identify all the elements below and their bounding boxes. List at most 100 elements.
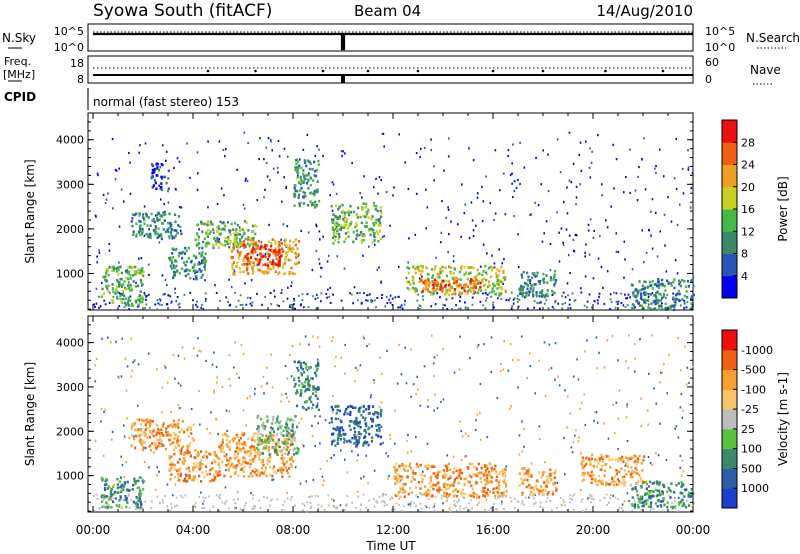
power-noise-cell — [259, 137, 261, 140]
power-echo-cell — [117, 268, 120, 272]
velocity-echo-cell — [286, 452, 290, 456]
velocity-echo-cell — [252, 445, 256, 449]
power-echo-cell — [667, 282, 670, 285]
velocity-echo-cell — [264, 447, 267, 450]
velocity-echo-cell — [156, 438, 159, 442]
velocity-noise-cell — [193, 347, 195, 350]
power-echo-cell — [260, 252, 263, 256]
velocity-noise-cell — [432, 362, 435, 365]
power-ground-cell — [194, 303, 197, 306]
power-echo-cell — [553, 275, 556, 279]
velocity-noise-cell — [316, 358, 319, 361]
power-echo-cell — [415, 265, 418, 269]
velocity-echo-cell — [275, 432, 279, 436]
power-noise-cell — [651, 247, 654, 250]
velocity-ground-cell — [494, 497, 497, 500]
velocity-noise-cell — [298, 421, 301, 425]
power-noise-cell — [138, 151, 140, 154]
power-ground-cell — [554, 301, 557, 304]
power-echo-cell — [236, 224, 239, 227]
power-y-axis-title: Slant Range [km] — [23, 159, 37, 263]
power-noise-cell — [158, 184, 160, 187]
velocity-echo-cell — [334, 417, 337, 421]
power-echo-cell — [632, 307, 635, 311]
power-echo-cell — [545, 274, 548, 277]
velocity-echo-cell — [486, 467, 489, 470]
power-echo-cell — [640, 294, 643, 298]
power-noise-cell — [580, 169, 583, 172]
velocity-noise-cell — [577, 378, 580, 381]
velocity-noise-cell — [510, 500, 513, 503]
velocity-noise-cell — [548, 343, 551, 346]
power-echo-cell — [241, 244, 244, 247]
power-noise-cell — [214, 283, 216, 287]
velocity-noise-cell — [682, 409, 684, 412]
power-noise-cell — [407, 187, 410, 191]
velocity-noise-cell — [302, 445, 305, 448]
velocity-noise-cell — [100, 408, 103, 411]
power-echo-cell — [217, 246, 220, 250]
power-echo-cell — [149, 232, 152, 236]
velocity-echo-cell — [593, 465, 596, 468]
power-noise-cell — [498, 248, 500, 251]
velocity-ground-cell — [476, 493, 479, 496]
power-echo-cell — [137, 303, 140, 307]
velocity-echo-cell — [549, 468, 552, 472]
power-noise-cell — [592, 277, 595, 280]
velocity-echo-cell — [283, 462, 286, 466]
power-echo-cell — [651, 286, 654, 290]
power-echo-cell — [360, 241, 363, 244]
velocity-noise-cell — [308, 343, 310, 346]
power-noise-cell — [351, 161, 353, 165]
power-echo-cell — [406, 280, 409, 284]
power-noise-cell — [556, 211, 558, 214]
power-ground-cell — [420, 291, 423, 294]
power-noise-cell — [654, 211, 657, 215]
power-noise-cell — [419, 147, 422, 150]
power-echo-cell — [158, 218, 161, 222]
power-echo-cell — [130, 286, 133, 290]
velocity-echo-cell — [142, 431, 145, 434]
velocity-noise-cell — [679, 406, 682, 409]
velocity-echo-cell — [590, 457, 594, 461]
velocity-echo-cell — [468, 462, 472, 466]
freq-tick-bottom: 8 — [77, 73, 84, 86]
power-noise-cell — [415, 151, 418, 155]
velocity-noise-cell — [529, 364, 532, 368]
velocity-noise-cell — [172, 494, 174, 497]
velocity-ground-cell — [240, 509, 243, 512]
velocity-echo-cell — [602, 455, 605, 459]
power-ground-cell — [129, 295, 132, 298]
velocity-echo-cell — [379, 442, 382, 446]
power-echo-cell — [443, 285, 447, 288]
velocity-echo-cell — [101, 478, 104, 482]
power-echo-cell — [143, 218, 146, 222]
velocity-echo-cell — [543, 471, 546, 474]
power-echo-cell — [342, 219, 346, 222]
velocity-noise-cell — [407, 503, 410, 506]
velocity-echo-cell — [135, 434, 138, 438]
power-echo-cell — [482, 270, 485, 273]
velocity-noise-cell — [376, 501, 379, 504]
velocity-echo-cell — [190, 432, 193, 435]
power-echo-cell — [282, 263, 285, 267]
velocity-echo-cell — [281, 475, 284, 479]
velocity-noise-cell — [583, 350, 586, 353]
velocity-echo-cell — [142, 488, 145, 491]
velocity-noise-cell — [549, 499, 552, 502]
power-echo-cell — [480, 278, 484, 282]
velocity-echo-cell — [239, 463, 242, 467]
power-echo-cell — [538, 282, 541, 286]
velocity-echo-cell — [191, 466, 195, 470]
power-ground-cell — [629, 296, 631, 299]
power-echo-cell — [149, 224, 152, 228]
velocity-echo-cell — [165, 430, 168, 434]
velocity-echo-cell — [430, 465, 433, 468]
power-echo-cell — [347, 231, 350, 234]
power-echo-cell — [123, 294, 126, 298]
power-echo-cell — [365, 221, 368, 224]
velocity-echo-cell — [481, 494, 485, 497]
power-ground-cell — [306, 293, 309, 296]
power-noise-cell — [481, 185, 483, 188]
velocity-echo-cell — [293, 430, 297, 434]
